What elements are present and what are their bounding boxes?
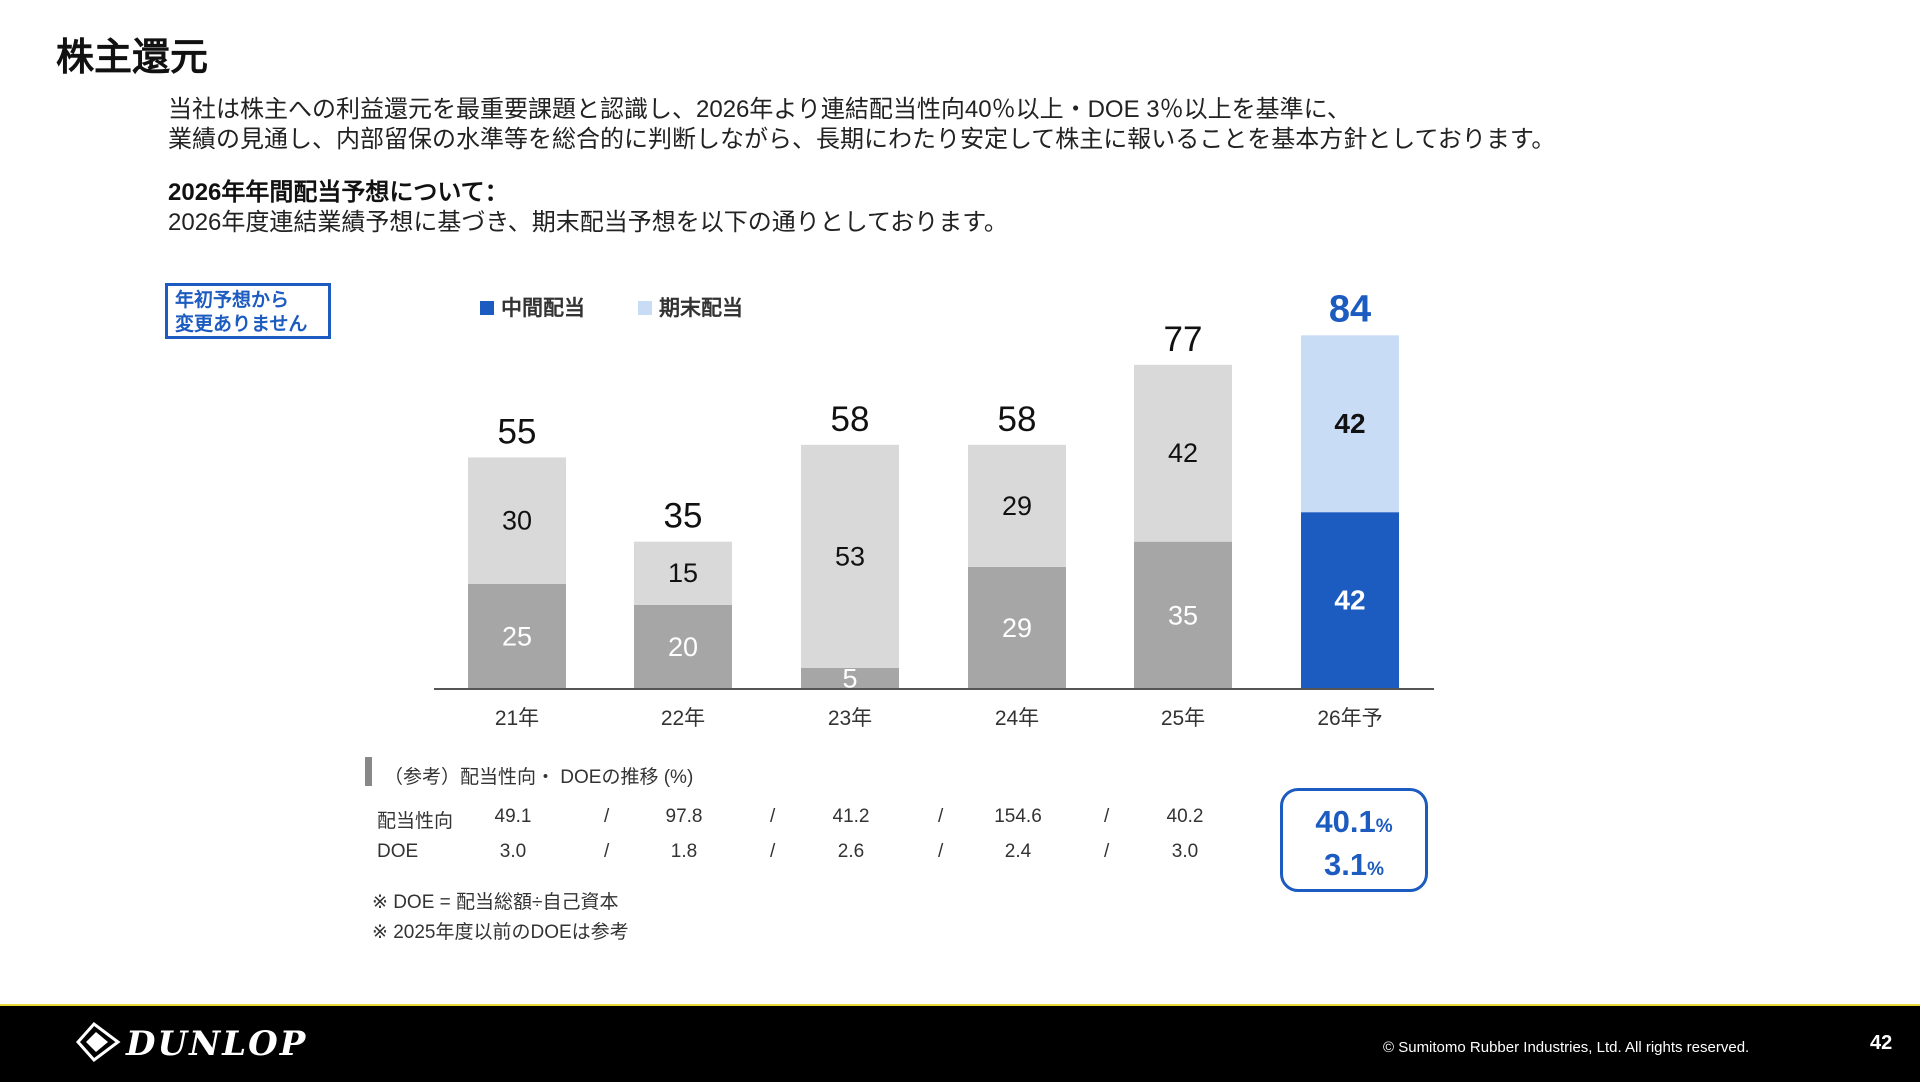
- reference-separator: /: [1104, 841, 1110, 862]
- bar-final: [968, 444, 1066, 567]
- data-label-total: 35: [664, 497, 703, 536]
- reference-separator: /: [604, 806, 610, 827]
- bar-final: [468, 457, 566, 584]
- data-label-final: 30: [502, 506, 532, 536]
- bar-interim: [1134, 541, 1232, 689]
- legend-swatch-interim: [480, 301, 494, 315]
- reference-value-cell: 49.1: [494, 806, 532, 827]
- reference-title: （参考）配当性向・ DOEの推移 (%): [384, 767, 694, 788]
- bar-interim: [468, 583, 566, 689]
- reference-separator: /: [770, 806, 776, 827]
- note-doe-definition: ※ DOE = 配当総額÷自己資本: [372, 892, 619, 913]
- reference-separator: /: [938, 841, 944, 862]
- data-label-final: 29: [1002, 491, 1032, 521]
- forecast-doe-unit: %: [1367, 859, 1384, 880]
- data-label-interim: 5: [842, 663, 857, 693]
- bar-interim: [634, 604, 732, 689]
- reference-separator: /: [1104, 806, 1110, 827]
- x-tick-label: 21年: [495, 707, 539, 730]
- data-label-interim: 29: [1002, 613, 1032, 643]
- forecast-doe-value: 3.1: [1323, 847, 1368, 882]
- bar-interim: [968, 566, 1066, 689]
- x-tick-label: 22年: [661, 707, 705, 730]
- data-label-total: 58: [831, 400, 870, 439]
- unchanged-badge: 年初予想から 変更ありません: [165, 283, 331, 339]
- data-label-final: 42: [1168, 438, 1198, 468]
- forecast-doe: 3.1%: [1283, 846, 1425, 889]
- bar-interim: [801, 667, 899, 689]
- data-label-total: 84: [1329, 288, 1371, 330]
- badge-line-2: 変更ありません: [175, 314, 308, 335]
- bar-final: [634, 541, 732, 605]
- dunlop-wordmark: DUNLOP: [125, 1024, 307, 1064]
- bar-final: [1301, 335, 1399, 513]
- bar-final: [801, 444, 899, 668]
- intro-line-1: 当社は株主への利益還元を最重要課題と認識し、2026年より連結配当性向40％以上…: [168, 96, 1351, 123]
- forecast-body: 2026年度連結業績予想に基づき、期末配当予想を以下の通りとしております。: [168, 209, 1008, 236]
- reference-title-bar: [365, 757, 372, 786]
- x-tick-label: 23年: [828, 707, 872, 730]
- data-label-total: 55: [498, 412, 537, 451]
- reference-separator: /: [770, 841, 776, 862]
- reference-value-cell: 41.2: [832, 806, 870, 827]
- x-tick-label: 24年: [995, 707, 1039, 730]
- reference-value-cell: 3.0: [1171, 841, 1199, 862]
- forecast-payout-ratio-value: 40.1: [1315, 804, 1376, 839]
- forecast-heading: 2026年年間配当予想について：: [168, 179, 509, 206]
- forecast-payout-ratio-unit: %: [1375, 816, 1393, 837]
- dunlop-logo: DUNLOP: [75, 1021, 307, 1064]
- note-doe-reference: ※ 2025年度以前のDOEは参考: [372, 922, 629, 943]
- dunlop-flying-d-icon: [75, 1021, 121, 1063]
- footer-bar: [0, 1004, 1920, 1082]
- reference-row-label: DOE: [377, 841, 419, 862]
- reference-value-cell: 2.4: [1004, 841, 1032, 862]
- reference-separator: /: [604, 841, 610, 862]
- bar-final: [1134, 364, 1232, 542]
- data-label-final: 42: [1334, 408, 1365, 439]
- reference-separator: /: [938, 806, 944, 827]
- badge-line-1: 年初予想から: [175, 290, 290, 311]
- page-title: 株主還元: [56, 37, 209, 79]
- legend-label-interim: 中間配当: [501, 296, 585, 320]
- legend-label-final: 期末配当: [659, 296, 743, 320]
- forecast-ratio-box: 40.1% 3.1%: [1280, 788, 1428, 892]
- data-label-interim: 35: [1168, 600, 1198, 630]
- dunlop-flying-d-inner-icon: [86, 1032, 108, 1052]
- forecast-payout-ratio: 40.1%: [1283, 803, 1425, 846]
- data-label-final: 53: [835, 541, 865, 571]
- legend-swatch-final: [638, 301, 652, 315]
- copyright: © Sumitomo Rubber Industries, Ltd. All r…: [1383, 1039, 1750, 1056]
- data-label-interim: 42: [1334, 585, 1365, 616]
- reference-row-label: 配当性向: [377, 811, 454, 832]
- data-label-interim: 20: [668, 632, 698, 662]
- reference-value-cell: 3.0: [499, 841, 527, 862]
- data-label-interim: 25: [502, 621, 532, 651]
- x-tick-label: 25年: [1161, 707, 1205, 730]
- data-label-total: 77: [1164, 320, 1203, 359]
- reference-value-cell: 97.8: [665, 806, 703, 827]
- page-number: 42: [1870, 1032, 1893, 1054]
- reference-value-cell: 2.6: [837, 841, 865, 862]
- reference-value-cell: 40.2: [1166, 806, 1204, 827]
- dividend-chart: 25 30 55 21年 20 15 35 22年 5 53 58 23年 29 29 58 24年 35 42 7…: [434, 288, 1434, 730]
- reference-value-cell: 1.8: [670, 841, 698, 862]
- reference-value-cell: 154.6: [994, 806, 1042, 827]
- intro-line-2: 業績の見通し、内部留保の水準等を総合的に判断しながら、長期にわたり安定して株主に…: [168, 126, 1556, 153]
- data-label-total: 58: [998, 400, 1037, 439]
- data-label-final: 15: [668, 558, 698, 588]
- bar-interim: [1301, 512, 1399, 689]
- x-tick-label: 26年予: [1317, 707, 1382, 730]
